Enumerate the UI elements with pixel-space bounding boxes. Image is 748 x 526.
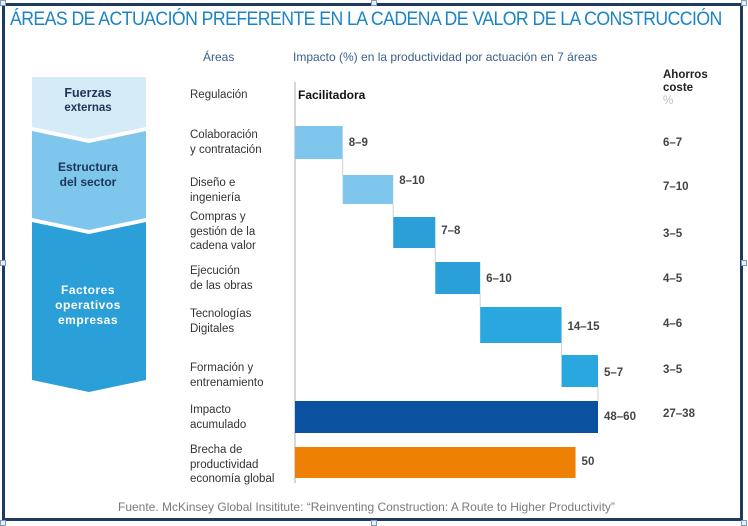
category-label: Compras y gestión de la cadena valor: [190, 210, 256, 254]
category-label-line: gestión de la: [190, 225, 256, 238]
chevron-label-line: del sector: [59, 175, 117, 189]
chevron-label-line: operativos: [55, 298, 121, 312]
savings-header-line1: Ahorros: [663, 69, 708, 81]
category-label-line: Brecha de: [190, 444, 243, 456]
category-label-line: Formación y: [190, 362, 254, 374]
chevron-label-estructura-sector: Estructura del sector: [32, 160, 144, 190]
data-label: 8–9: [348, 137, 368, 149]
chevron-label-line: Factores: [60, 283, 116, 297]
resize-handle-top-right[interactable]: [741, 0, 747, 6]
category-label: Diseño e ingeniería: [190, 176, 241, 205]
category-label-line: Impacto: [190, 404, 231, 416]
resize-handle-top-left[interactable]: [0, 0, 6, 6]
savings-header-line2: coste: [663, 82, 694, 94]
bars-group: [295, 126, 598, 478]
areas-header: Áreas: [203, 50, 235, 64]
bar: [295, 447, 576, 478]
category-label-line: cadena valor: [190, 240, 256, 252]
chevron-shape: [32, 222, 146, 392]
data-label: 7–8: [441, 225, 461, 237]
resize-handle-right[interactable]: [741, 260, 747, 266]
chevron-label-line: empresas: [57, 313, 119, 327]
category-label: Impacto acumulado: [190, 403, 246, 432]
data-label: 48–60: [604, 411, 636, 423]
savings-header: Ahorros coste %: [663, 69, 708, 108]
category-label-line: Digitales: [190, 322, 235, 335]
bar: [295, 401, 598, 433]
category-label: Tecnologías Digitales: [190, 307, 251, 336]
savings-label: 7–10: [663, 181, 689, 193]
category-label-line: productividad: [190, 458, 259, 471]
resize-handle-left[interactable]: [0, 260, 6, 266]
data-label: 14–15: [567, 321, 600, 333]
category-label-line: acumulado: [190, 418, 247, 431]
savings-label: 4–5: [663, 273, 683, 285]
chart-title: ÁREAS DE ACTUACIÓN PREFERENTE EN LA CADE…: [10, 9, 722, 30]
chevron-label-factores-operativos: Factores operativos empresas: [32, 283, 144, 328]
category-label: Formación y entrenamiento: [190, 361, 264, 390]
data-label: 6–10: [486, 273, 512, 285]
category-label: Brecha de productividad economía global: [190, 443, 274, 487]
chevron-label-line: Estructura: [57, 160, 119, 174]
category-label-line: entrenamiento: [190, 376, 264, 389]
savings-label: 6–7: [663, 137, 683, 149]
chevron-label-line: externas: [64, 102, 112, 114]
chevron-label-line: Fuerzas: [64, 86, 112, 100]
category-label: Colaboración y contratación: [190, 128, 262, 157]
bar: [393, 217, 436, 248]
category-label-line: de las obras: [190, 279, 253, 292]
category-label-line: Ejecución: [190, 265, 240, 277]
data-label: 8–10: [399, 175, 425, 187]
category-label-line: Compras y: [190, 211, 246, 223]
savings-label: 27–38: [663, 408, 695, 420]
chevron-shape: [32, 131, 146, 230]
source-footnote: Fuente. McKinsey Global Insititute: “Rei…: [118, 500, 615, 514]
data-label: 50: [581, 456, 595, 468]
bar: [295, 126, 343, 159]
chevron-shape: [32, 77, 146, 139]
bar: [561, 355, 598, 387]
facilitator-label: Facilitadora: [298, 88, 366, 102]
chevron-stack: [32, 77, 146, 392]
savings-label: 3–5: [663, 228, 683, 240]
bar: [342, 175, 394, 204]
category-label-line: Colaboración: [190, 129, 258, 141]
resize-handle-top[interactable]: [371, 0, 377, 6]
bar: [435, 262, 481, 294]
category-label-line: y contratación: [190, 143, 262, 156]
savings-label: 4–6: [663, 318, 683, 330]
category-label-line: Tecnologías: [190, 308, 252, 320]
bar: [480, 307, 562, 343]
chevron-label-fuerzas-externas: Fuerzas externas: [32, 86, 144, 116]
impact-header: Impacto (%) en la productividad por actu…: [293, 50, 598, 64]
savings-header-unit: %: [663, 95, 674, 107]
category-label: Ejecución de las obras: [190, 264, 253, 293]
category-label-line: economía global: [190, 473, 275, 485]
savings-label: 3–5: [663, 364, 683, 376]
category-label: Regulación: [190, 88, 248, 103]
category-label-line: ingeniería: [190, 191, 241, 204]
connector-lines: [342, 159, 599, 401]
data-label: 5–7: [604, 367, 624, 379]
category-label-line: Regulación: [190, 89, 248, 101]
category-label-line: Diseño e: [190, 177, 236, 189]
